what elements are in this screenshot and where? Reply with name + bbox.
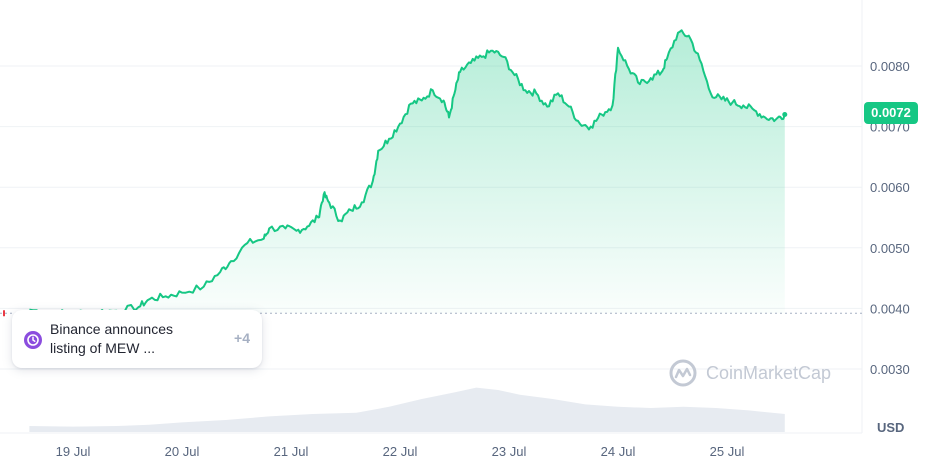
y-tick-label: 0.0040 [870, 301, 910, 316]
current-price-dot [782, 111, 788, 117]
volume-shape [29, 387, 785, 432]
currency-label: USD [877, 420, 905, 435]
news-more-count[interactable]: +4 [234, 330, 250, 346]
news-card[interactable]: Binance announces listing of MEW ... +4 [12, 310, 262, 368]
watermark: CoinMarketCap [668, 358, 831, 388]
x-tick-label: 25 Jul [710, 444, 745, 459]
x-tick-label: 23 Jul [492, 444, 527, 459]
y-tick-label: 0.0030 [870, 362, 910, 377]
y-tick-label: 0.0080 [870, 59, 910, 74]
volume-area [29, 387, 785, 432]
price-area [29, 30, 785, 314]
x-tick-label: 21 Jul [274, 444, 309, 459]
price-series-line [29, 29, 786, 317]
watermark-text: CoinMarketCap [706, 363, 832, 383]
y-tick-label: 0.0060 [870, 180, 910, 195]
x-tick-label: 24 Jul [601, 444, 636, 459]
clock-history-icon [24, 331, 42, 349]
x-axis-ticks: 19 Jul 20 Jul 21 Jul 22 Jul 23 Jul 24 Jul 25 J… [56, 444, 745, 459]
price-line [3, 29, 788, 317]
x-tick-label: 19 Jul [56, 444, 91, 459]
x-tick-label: 20 Jul [165, 444, 200, 459]
x-tick-label: 22 Jul [383, 444, 418, 459]
news-headline-line1: Binance announces [50, 321, 173, 337]
news-headline[interactable]: Binance announces listing of MEW ... [50, 320, 220, 358]
news-headline-line2: listing of MEW ... [50, 340, 156, 356]
price-area-fill [29, 30, 785, 314]
coinmarketcap-logo-icon [669, 359, 697, 387]
current-price-badge: 0.0072 [864, 102, 918, 124]
y-tick-label: 0.0050 [870, 241, 910, 256]
